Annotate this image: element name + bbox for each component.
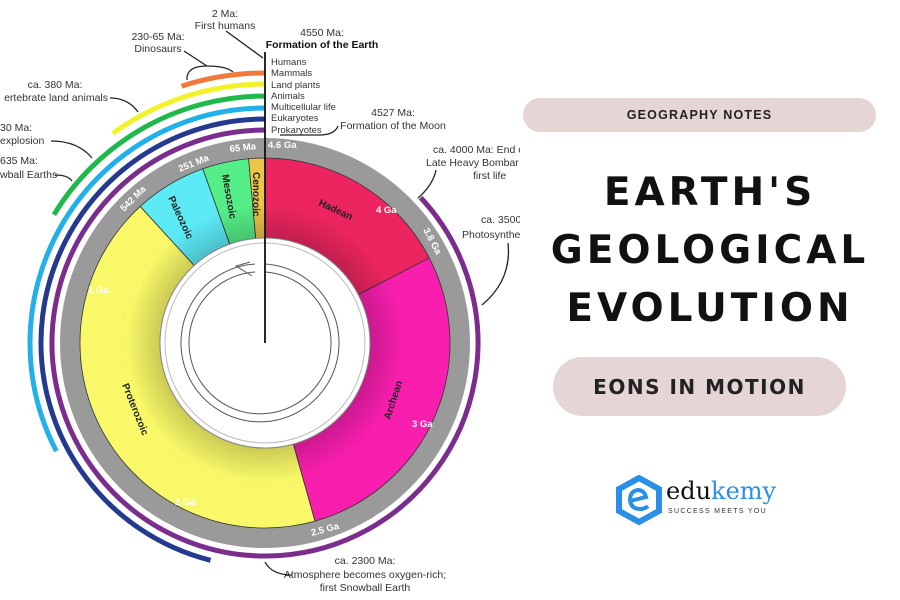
logo-text: kemy — [711, 477, 777, 505]
annotation-land-animals: ca. 380 Ma: ertebrate land animals — [4, 79, 139, 113]
annotation-dinosaurs: 230-65 Ma: Dinosaurs — [131, 31, 234, 81]
annotation-line: Formation of the Earth — [266, 39, 379, 51]
category-badge: GEOGRAPHY NOTES — [523, 98, 876, 132]
annotation-moon: 4527 Ma: Formation of the Moon — [280, 107, 446, 136]
life-arc-mammals — [180, 70, 265, 89]
life-arcs — [27, 70, 481, 563]
annotation-line: ca. 380 Ma: — [28, 79, 83, 91]
edukemy-logo: edukemy SUCCESS MEETS YOU — [615, 474, 795, 526]
annotation-line: ertebrate land animals — [4, 92, 108, 104]
annotation-line: 4527 Ma: — [371, 107, 415, 119]
annotation-line: first life — [473, 170, 506, 182]
clockwise-arrow-icon — [180, 261, 340, 423]
logo-tagline: SUCCESS MEETS YOU — [668, 508, 767, 515]
logo-hexagon-icon — [616, 474, 662, 526]
annotation-earth: 4550 Ma: Formation of the Earth — [266, 27, 379, 51]
life-label: Prokaryotes — [271, 125, 322, 136]
tick-label: 4 Ga — [376, 205, 397, 216]
title-line: GEOLOGICAL — [550, 228, 870, 273]
annotation-line: 4550 Ma: — [300, 27, 344, 39]
life-label: Eukaryotes — [271, 113, 319, 124]
life-arc-animals — [51, 93, 265, 216]
life-arc-land-plants — [111, 81, 265, 136]
geologic-clock-diagram: 4.6 Ga 4 Ga 3.8 Ga 3 Ga 2.5 Ga 2 Ga 1 Ga… — [0, 8, 520, 594]
annotation-humans: 2 Ma: First humans — [195, 8, 264, 59]
life-arc-eukaryotes — [38, 116, 265, 563]
title-panel: GEOGRAPHY NOTES EARTH'S GEOLOGICAL EVOLU… — [520, 0, 900, 600]
annotation-cambrian: 30 Ma: explosion — [0, 122, 93, 159]
annotation-photosynthesis: ca. 3500 Photosynthes — [462, 214, 520, 306]
eon-label-cenozoic: Cenozoic — [250, 172, 261, 217]
life-label: Humans — [271, 57, 307, 68]
annotation-line: ca. 4000 Ma: End o — [433, 144, 520, 156]
annotation-snowball: 635 Ma: wball Earths — [0, 155, 73, 182]
life-label: Land plants — [271, 80, 320, 91]
logo-wordmark: edukemy — [666, 477, 776, 505]
annotation-line: First humans — [195, 20, 256, 32]
title-line: EVOLUTION — [566, 286, 854, 331]
subtitle-badge: EONS IN MOTION — [553, 357, 846, 416]
title-line: EARTH'S — [603, 170, 817, 215]
logo-text: edu — [666, 477, 712, 505]
life-arc-multicellular-life — [27, 105, 265, 453]
annotation-line: first Snowball Earth — [320, 582, 411, 594]
annotation-line: ca. 2300 Ma: — [335, 555, 396, 567]
life-label: Animals — [271, 91, 305, 102]
tick-label: 65 Ma — [229, 141, 257, 155]
annotation-line: wball Earths — [0, 169, 57, 181]
annotation-line: Photosynthes — [462, 229, 520, 241]
life-arc-prokaryotes — [49, 127, 481, 559]
annotation-oxygen: ca. 2300 Ma: Atmosphere becomes oxygen-r… — [264, 555, 446, 594]
tick-label: 3 Ga — [412, 419, 433, 430]
annotation-line: Dinosaurs — [134, 43, 181, 55]
annotation-line: 635 Ma: — [0, 155, 38, 167]
annotation-line: Late Heavy Bombar — [426, 157, 519, 169]
annotation-line: explosion — [0, 135, 45, 147]
annotation-bombardment: ca. 4000 Ma: End o Late Heavy Bombar fir… — [417, 144, 520, 199]
life-label: Multicellular life — [271, 102, 336, 113]
tick-label: 2 Ga — [175, 497, 196, 508]
annotation-line: ca. 3500 — [481, 214, 520, 226]
annotation-line: Formation of the Moon — [340, 120, 446, 132]
annotation-line: Atmosphere becomes oxygen-rich; — [284, 569, 446, 581]
annotation-line: 30 Ma: — [0, 122, 32, 134]
tick-label: 1 Ga — [88, 285, 109, 296]
annotation-line: 230-65 Ma: — [131, 31, 184, 43]
life-label: Mammals — [271, 68, 312, 79]
tick-label: 4.6 Ga — [268, 140, 297, 151]
annotation-line: 2 Ma: — [212, 8, 238, 20]
